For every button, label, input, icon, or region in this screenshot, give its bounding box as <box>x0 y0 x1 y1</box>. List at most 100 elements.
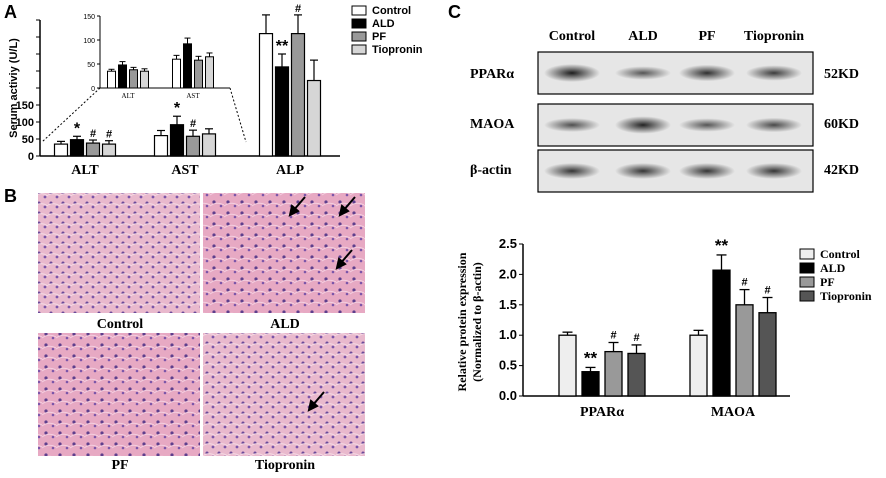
category-label: PPARα <box>580 405 624 420</box>
category-label: MAOA <box>711 405 756 420</box>
wb-row-bactin: β-actin <box>470 163 512 178</box>
legend-label: Control <box>820 247 860 261</box>
significance-mark: ** <box>715 236 729 255</box>
significance-mark: # <box>295 3 301 15</box>
tiopronin-arrow <box>307 391 325 412</box>
significance-mark: # <box>90 128 96 140</box>
chart-c-ylabel2: (Normalized to β-actin) <box>470 262 484 382</box>
wb-band <box>615 66 671 80</box>
bar <box>185 135 201 157</box>
bar <box>581 371 600 397</box>
significance-mark: # <box>610 329 616 341</box>
category-label: ALP <box>276 163 304 178</box>
bar <box>558 334 577 397</box>
wb-size-ppara: 52KD <box>824 67 859 82</box>
inset-category-label: ALT <box>122 92 136 100</box>
y-tick-label: 1.5 <box>499 297 517 312</box>
significance-mark: * <box>74 120 81 137</box>
legend-label: Tiopronin <box>372 44 423 56</box>
legend-swatch <box>799 262 815 274</box>
y-tick-label: 0.5 <box>499 358 517 373</box>
panel-label-b: B <box>4 186 17 206</box>
legend-swatch <box>351 44 367 55</box>
inset-bar <box>194 59 203 89</box>
significance-mark: * <box>174 100 181 117</box>
wb-col-tiopronin: Tiopronin <box>744 29 804 44</box>
y-tick-label: 1.0 <box>499 327 517 342</box>
legend-label: ALD <box>372 18 395 30</box>
bar <box>85 142 101 157</box>
wb-band <box>615 116 671 134</box>
bar <box>306 79 322 157</box>
chart-serum: Serum activiy (U/L) 0 50 100 150 * # # ALT * # AS… <box>8 3 423 178</box>
legend-label: PF <box>820 275 835 289</box>
inset-bar <box>183 43 192 89</box>
histology-label-ald: ALD <box>270 317 300 332</box>
histology-panel: Control ALD PF Tiopronin <box>38 193 365 473</box>
bar <box>153 135 169 157</box>
bar <box>69 139 85 157</box>
histology-label-control: Control <box>97 317 144 332</box>
significance-mark: # <box>633 332 639 344</box>
wb-band <box>679 163 735 179</box>
bar <box>258 32 274 157</box>
y-tick-label: 0.0 <box>499 388 517 403</box>
inset-bar <box>140 70 149 89</box>
wb-band <box>544 163 600 179</box>
wb-row-maoa: MAOA <box>470 117 515 132</box>
inset-category-label: AST <box>186 92 200 100</box>
significance-mark: ** <box>276 38 289 55</box>
bar <box>758 312 777 397</box>
wb-col-pf: PF <box>698 29 715 44</box>
inset-y-tick-label: 150 <box>83 14 95 21</box>
legend-label: PF <box>372 31 386 43</box>
wb-band <box>679 118 735 132</box>
chart-c-ylabel: Relative protein expression <box>455 252 469 391</box>
wb-band <box>544 64 600 82</box>
histology-label-tiopronin: Tiopronin <box>255 458 315 473</box>
significance-mark: # <box>106 129 112 141</box>
histology-image-tiopronin <box>203 333 365 456</box>
y-tick-label: 150 <box>16 100 34 112</box>
wb-band <box>615 163 671 179</box>
bar <box>689 334 708 397</box>
chart-protein: Relative protein expression (Normalized … <box>455 236 872 420</box>
wb-size-bactin: 42KD <box>824 163 859 178</box>
significance-mark: # <box>741 277 747 289</box>
inset-y-tick-label: 100 <box>83 38 95 45</box>
legend-label: ALD <box>820 261 846 275</box>
category-label: ALT <box>71 163 99 178</box>
inset-connector-right <box>229 87 247 143</box>
inset-connector-left <box>41 87 101 143</box>
y-tick-label: 2.0 <box>499 266 517 281</box>
panel-label-c: C <box>448 2 461 22</box>
legend-swatch <box>351 5 367 16</box>
y-tick-label: 50 <box>22 134 34 146</box>
chart-a-inset: 0 50 100 150 ALT AST <box>41 14 247 143</box>
histology-label-pf: PF <box>111 458 128 473</box>
inset-y-tick-label: 0 <box>91 86 95 93</box>
inset-bar <box>129 69 138 89</box>
inset-bar <box>118 64 127 89</box>
bar <box>604 350 623 397</box>
wb-col-control: Control <box>549 29 596 44</box>
bar <box>712 269 731 397</box>
histology-image-control <box>38 193 200 313</box>
inset-bar <box>205 56 214 89</box>
wb-row-ppara: PPARα <box>470 67 514 82</box>
significance-mark: # <box>764 285 770 297</box>
wb-band <box>746 163 802 179</box>
legend-swatch <box>799 248 815 260</box>
bar <box>290 32 306 157</box>
panel-label-a: A <box>4 2 17 22</box>
wb-band <box>746 65 802 81</box>
significance-mark: # <box>190 118 196 130</box>
histology-image-ald <box>203 193 365 313</box>
category-label: AST <box>171 163 199 178</box>
bar <box>201 133 217 157</box>
legend-swatch <box>799 276 815 288</box>
inset-bar <box>172 58 181 89</box>
bar <box>169 124 185 157</box>
